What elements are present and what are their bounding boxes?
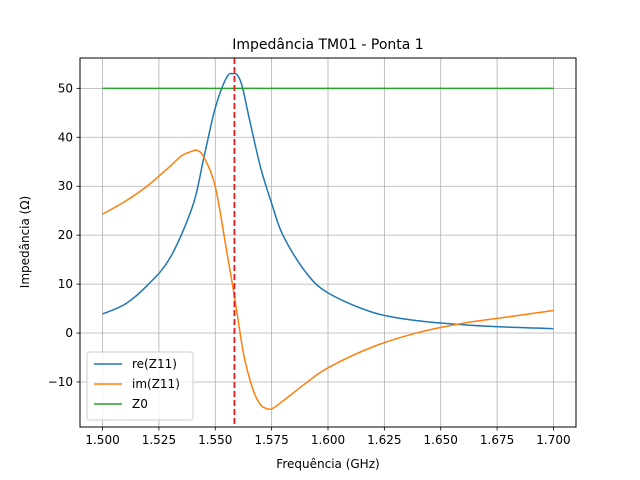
legend-label: im(Z11)	[132, 377, 180, 391]
chart-title: Impedância TM01 - Ponta 1	[232, 37, 423, 53]
x-axis-label: Frequência (GHz)	[276, 457, 379, 471]
y-tick-label: 50	[58, 81, 73, 95]
y-tick-label: 20	[58, 228, 73, 242]
y-tick-label: −10	[48, 375, 73, 389]
series-line-1	[102, 149, 554, 411]
y-tick-label: 40	[58, 130, 73, 144]
x-tick-label: 1.550	[198, 433, 232, 447]
y-tick-label: 30	[58, 179, 73, 193]
legend: re(Z11) im(Z11) Z0	[86, 351, 194, 421]
x-tick-label: 1.675	[480, 433, 514, 447]
series-line-0	[102, 72, 554, 330]
legend-label: re(Z11)	[132, 357, 177, 371]
y-tick-label: 0	[65, 326, 73, 340]
x-tick-label: 1.525	[142, 433, 176, 447]
legend-label: Z0	[132, 397, 148, 411]
x-tick-label: 1.700	[536, 433, 570, 447]
x-axis-ticks: 1.500 1.525 1.550 1.575 1.600 1.625 1.650 1.675…	[85, 427, 571, 447]
legend-box	[86, 351, 194, 421]
series-lines	[102, 58, 554, 427]
y-axis-label: Impedância (Ω)	[18, 196, 32, 288]
y-axis-ticks: −10 0 10 20 30 40 50	[48, 81, 80, 389]
plot-frame	[79, 57, 577, 428]
x-tick-label: 1.500	[85, 433, 119, 447]
x-tick-label: 1.650	[424, 433, 458, 447]
y-tick-label: 10	[58, 277, 73, 291]
x-tick-label: 1.575	[254, 433, 288, 447]
x-tick-label: 1.625	[367, 433, 401, 447]
x-tick-label: 1.600	[311, 433, 345, 447]
grid	[80, 58, 576, 427]
